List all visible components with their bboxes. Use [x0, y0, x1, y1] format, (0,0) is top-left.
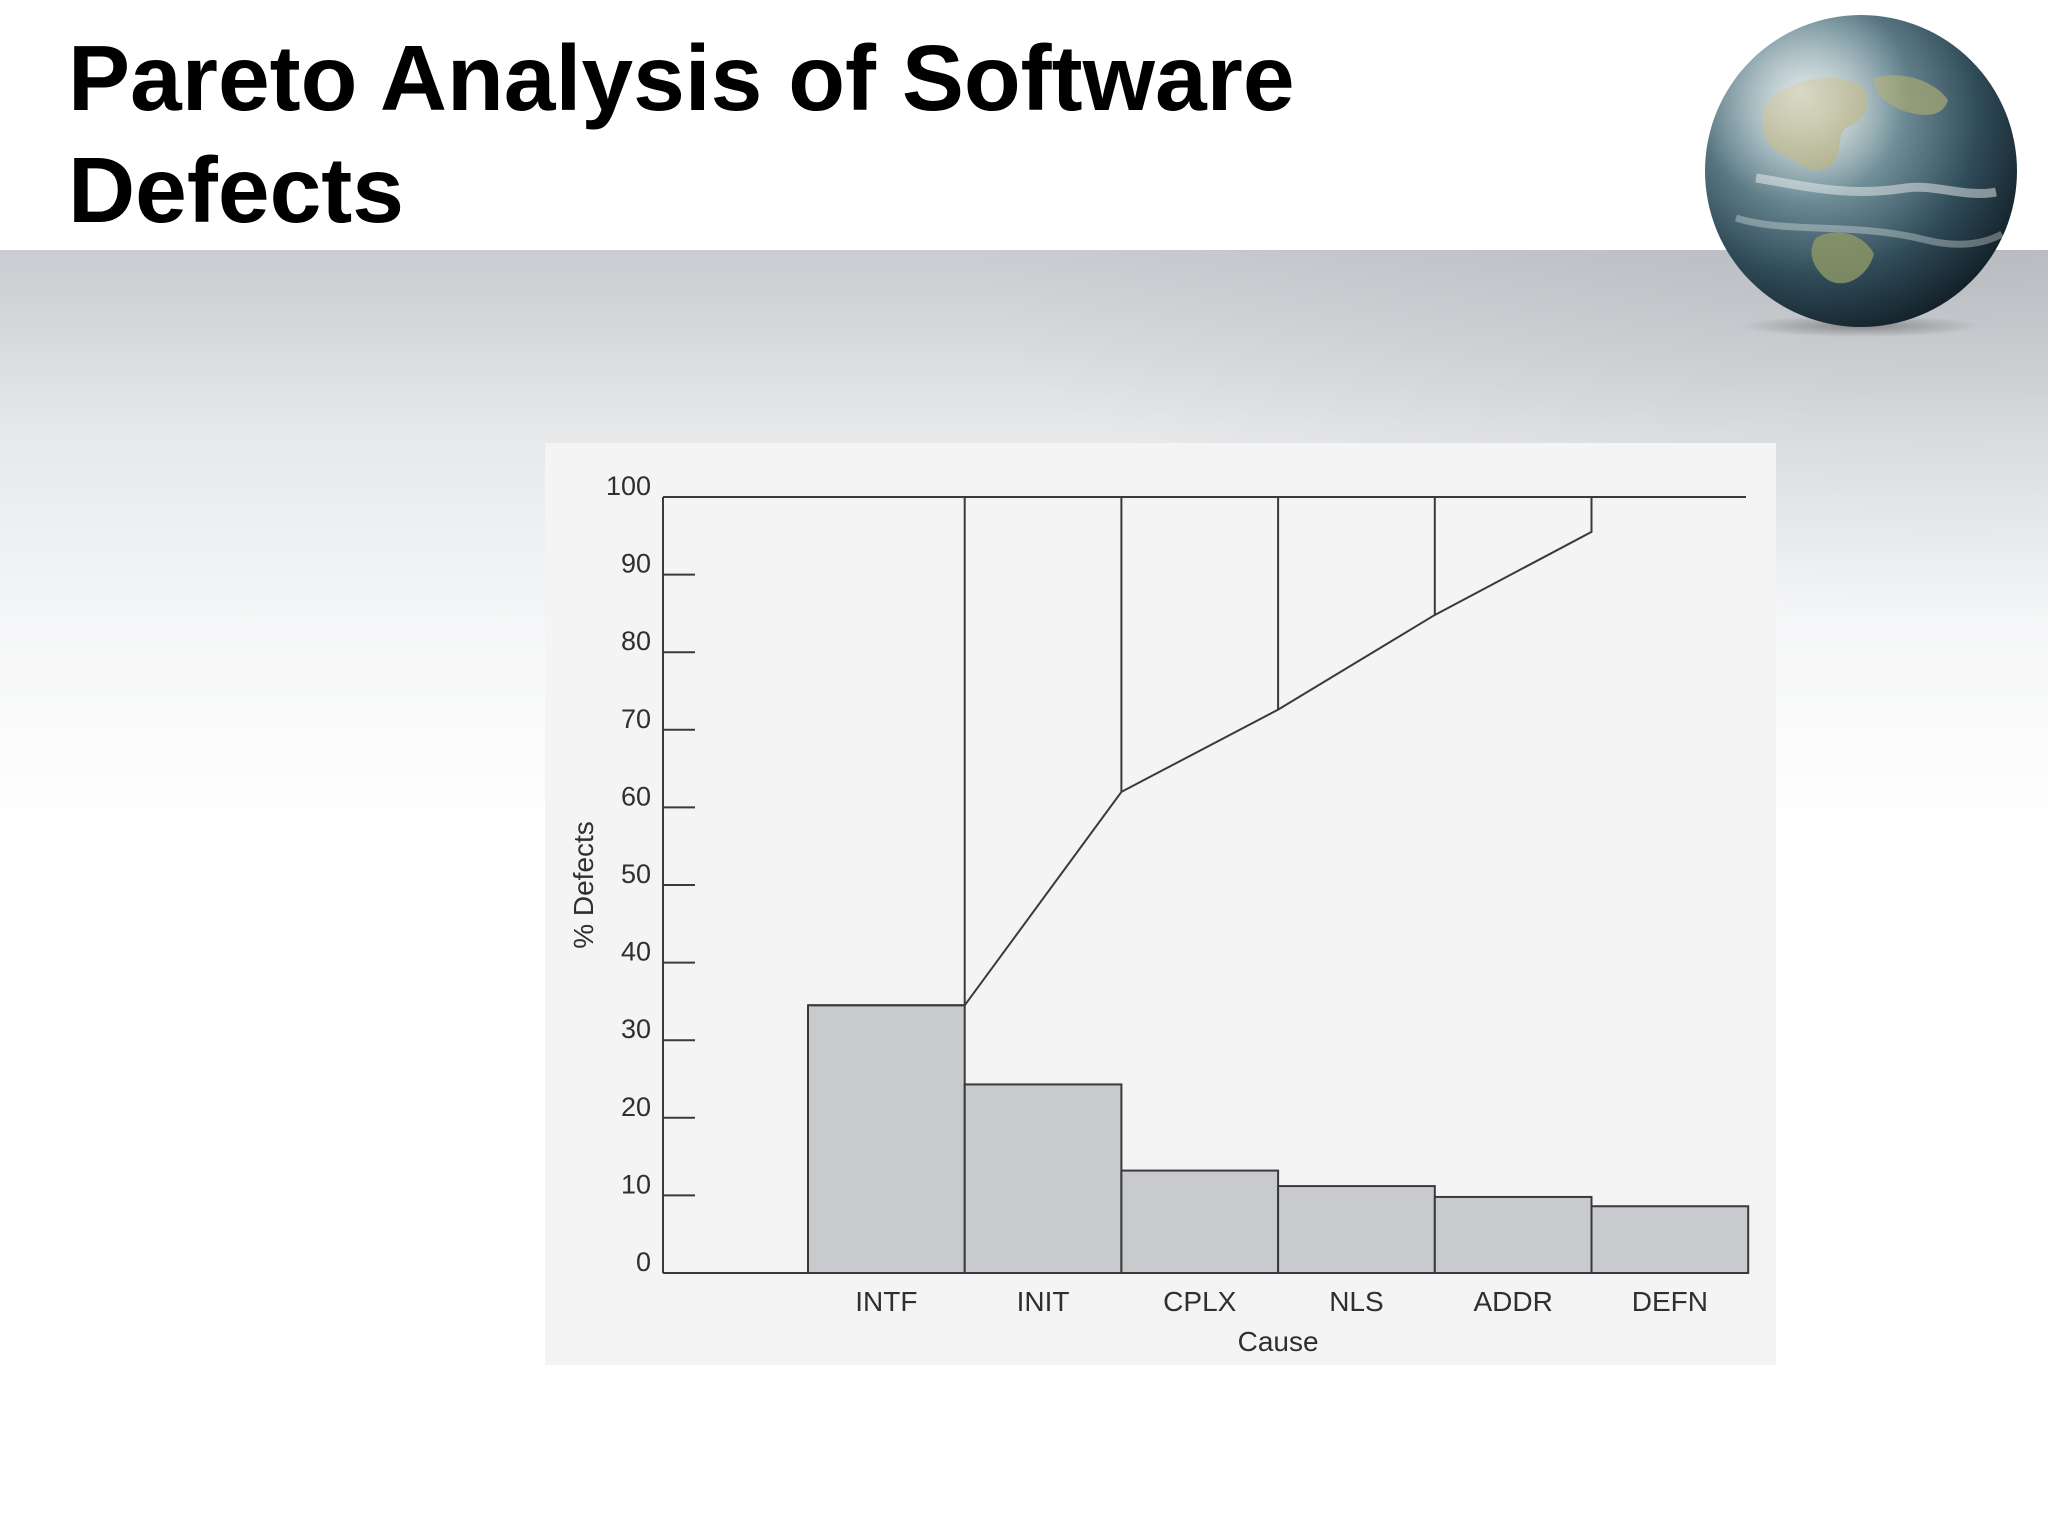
y-tick-label: 100	[606, 471, 651, 501]
y-tick-label: 10	[621, 1169, 651, 1199]
y-tick-label: 50	[621, 859, 651, 889]
bar-addr	[1433, 1195, 1593, 1275]
y-tick-label: 60	[621, 781, 651, 811]
cumulative-curve	[808, 497, 1593, 1007]
slide-title: Pareto Analysis of Software Defects	[68, 26, 1295, 242]
y-axis-title: % Defects	[568, 821, 599, 949]
y-tick-label: 0	[636, 1247, 651, 1277]
x-tick-label: INTF	[855, 1286, 917, 1317]
y-tick-label: 30	[621, 1014, 651, 1044]
y-tick-label: 20	[621, 1092, 651, 1122]
bar-init	[963, 1083, 1123, 1274]
x-axis-title: Cause	[1238, 1326, 1319, 1357]
x-tick-label: INIT	[1017, 1286, 1070, 1317]
x-tick-label: DEFN	[1632, 1286, 1708, 1317]
bar-nls	[1277, 1185, 1436, 1275]
chart-panel: 0 10 20 30 40 50 60 70 80 90 100 INTF INIT CPLX NLS ADD…	[545, 443, 1776, 1365]
bar-defn	[1590, 1205, 1750, 1274]
y-tick-label: 70	[621, 704, 651, 734]
x-tick-label: NLS	[1329, 1286, 1383, 1317]
pareto-chart: 0 10 20 30 40 50 60 70 80 90 100 INTF INIT CPLX NLS ADD…	[568, 471, 1750, 1357]
bar-intf	[807, 1004, 966, 1275]
globe-icon	[1705, 15, 2017, 337]
y-tick-label: 90	[621, 549, 651, 579]
y-tick-label: 80	[621, 626, 651, 656]
x-tick-label: CPLX	[1163, 1286, 1236, 1317]
bar-cplx	[1120, 1169, 1280, 1274]
x-tick-label: ADDR	[1473, 1286, 1552, 1317]
y-tick-label: 40	[621, 937, 651, 967]
